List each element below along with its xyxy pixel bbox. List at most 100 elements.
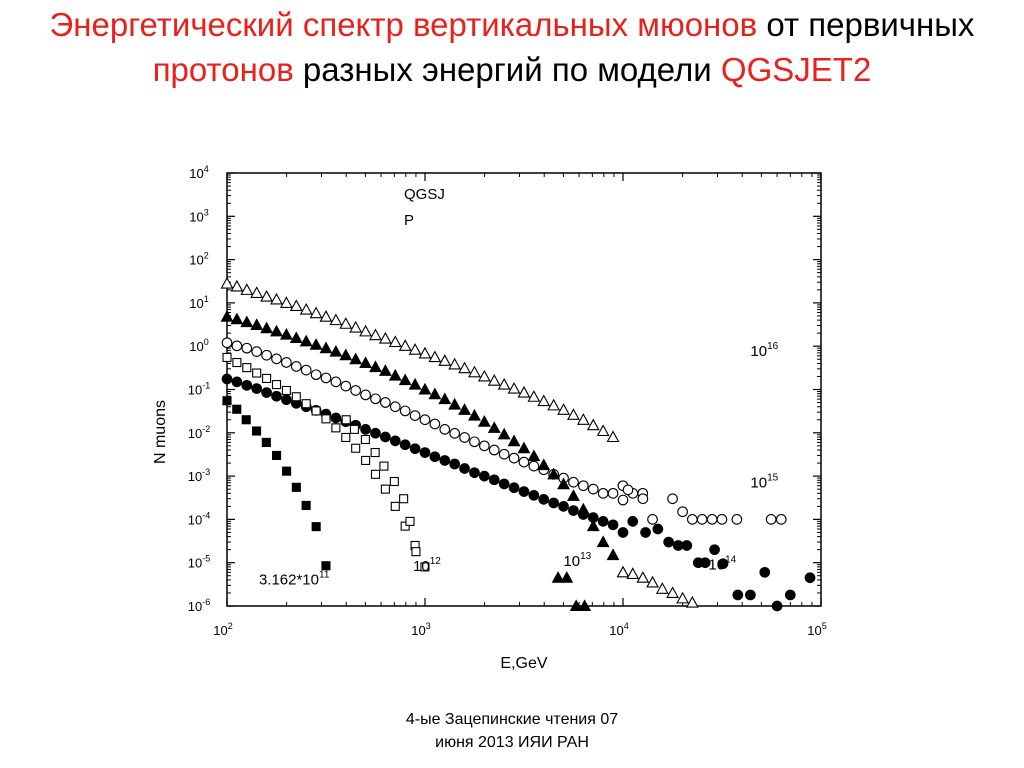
- series-3-point: [477, 415, 491, 427]
- series-2-point: [606, 430, 620, 443]
- y-axis-label: N muons: [152, 400, 169, 464]
- series-0-point: [686, 514, 698, 525]
- series-0-point: [370, 393, 381, 405]
- series-1-point: [804, 572, 816, 584]
- series-5-point: [291, 482, 301, 492]
- x-tick-label: 105: [807, 621, 826, 638]
- series-3-point: [260, 321, 274, 334]
- series-0-point: [340, 380, 352, 392]
- series-4-point: [349, 424, 359, 434]
- series-5-label: 3.162*1011: [259, 570, 330, 589]
- series-0-point: [409, 410, 421, 421]
- series-0-point: [479, 440, 490, 452]
- series-1-point: [771, 600, 783, 612]
- series-3-point: [369, 360, 382, 373]
- series-1-point: [419, 447, 431, 458]
- series-1-point: [380, 431, 391, 443]
- series-4-point: [281, 385, 291, 396]
- series-3-point: [458, 403, 471, 415]
- series-4-point: [405, 516, 415, 526]
- series-1-point: [469, 467, 480, 479]
- series-3-point: [551, 571, 565, 583]
- series-0-point: [251, 346, 263, 357]
- series-5-point: [241, 415, 251, 425]
- series-1-label: 1015: [750, 472, 778, 491]
- series-2-point: [586, 418, 600, 431]
- series-4-point: [360, 434, 370, 445]
- series-2-point: [309, 306, 323, 319]
- series-1-point: [479, 470, 490, 482]
- series-0-point: [399, 405, 411, 417]
- series-1-point: [488, 474, 500, 486]
- series-2-label: 1014: [708, 554, 736, 573]
- chart-points: [220, 276, 816, 612]
- series-0-point: [389, 401, 401, 413]
- y-tick-label: 102: [189, 251, 208, 268]
- series-3-point: [339, 348, 353, 361]
- title-red-1: Энергетический спектр вертикальных мюоно…: [49, 6, 758, 43]
- series-4-point: [341, 415, 351, 425]
- series-2-point: [655, 582, 669, 594]
- series-0-point: [637, 493, 649, 505]
- series-4-point: [400, 521, 410, 531]
- series-1-point: [607, 519, 619, 531]
- y-tick-label: 10-1: [188, 381, 210, 398]
- series-0-label: 1016: [750, 341, 778, 360]
- series-5-point: [251, 426, 262, 436]
- series-2-point: [596, 424, 610, 437]
- x-axis-label: E,GeV: [500, 655, 547, 672]
- series-0-point: [498, 448, 510, 460]
- series-1-point: [409, 443, 421, 455]
- series-2-point: [329, 313, 343, 326]
- series-3-point: [349, 352, 363, 365]
- series-0-point: [622, 484, 634, 496]
- series-2-point: [230, 279, 244, 292]
- series-3-point: [279, 327, 293, 340]
- series-3-point: [438, 392, 452, 405]
- series-1-point: [370, 427, 381, 439]
- series-1-point: [449, 458, 461, 470]
- series-0-point: [677, 506, 688, 518]
- series-0-point: [459, 432, 470, 443]
- series-4-point: [262, 373, 272, 383]
- series-1-point: [271, 390, 282, 402]
- series-3-point: [250, 318, 264, 330]
- series-0-point: [775, 514, 787, 525]
- series-0-point: [706, 514, 718, 525]
- series-3-point: [289, 331, 303, 344]
- series-0-point: [320, 372, 332, 384]
- series-3-point: [329, 344, 343, 357]
- series-0-point: [449, 428, 461, 439]
- series-0-point: [300, 364, 312, 376]
- series-0-point: [488, 444, 500, 456]
- series-4-label: 1012: [413, 556, 441, 575]
- series-4-point: [411, 547, 421, 557]
- series-4-point: [321, 414, 331, 424]
- x-tick-label: 102: [213, 621, 232, 638]
- series-1-point: [241, 379, 253, 391]
- series-1-point: [508, 482, 520, 494]
- y-tick-label: 10-5: [188, 554, 210, 571]
- series-4-point: [370, 447, 380, 458]
- series-2-point: [527, 390, 541, 402]
- series-4-point: [420, 562, 430, 572]
- series-2-point: [685, 595, 699, 608]
- series-0-point: [429, 418, 441, 430]
- series-1-point: [663, 536, 674, 548]
- series-1-point: [568, 505, 579, 516]
- series-1-point: [439, 455, 451, 466]
- series-2-point: [369, 328, 382, 341]
- series-2-point: [557, 403, 570, 415]
- series-4-point: [301, 399, 311, 409]
- series-0-point: [439, 424, 451, 435]
- series-0-point: [716, 514, 728, 525]
- series-1-point: [681, 540, 693, 551]
- series-0-point: [221, 337, 233, 349]
- series-2-point: [626, 567, 640, 579]
- series-4-point: [341, 432, 351, 443]
- series-5-point: [232, 404, 242, 414]
- series-3-point: [418, 382, 432, 395]
- series-0-point: [360, 389, 371, 401]
- y-tick-label: 10-4: [188, 510, 210, 527]
